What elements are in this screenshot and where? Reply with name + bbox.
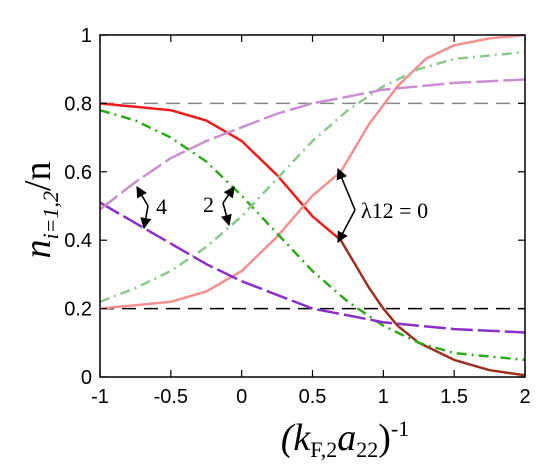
- annotation-lambda-label: λ12 = 0: [361, 198, 428, 223]
- axis-ticks: [99, 34, 526, 378]
- annotation-lambda: λ12 = 0: [336, 167, 428, 243]
- x-tick-label: 1.5: [440, 386, 468, 408]
- series-line-1: [339, 239, 525, 377]
- annotation-lambda-arrow-up: [336, 167, 356, 211]
- annotation-4-label: 4: [156, 194, 167, 219]
- x-axis-title-close: ): [378, 417, 391, 459]
- series-line-5: [100, 201, 525, 334]
- x-tick-label: -0.5: [154, 386, 188, 408]
- x-tick-label: 2: [519, 386, 530, 408]
- y-tick-label: 0.2: [64, 299, 92, 321]
- y-axis-title: ni=1,2/n: [17, 161, 63, 258]
- y-tick-label: 0.6: [64, 162, 92, 184]
- annotation-2-arrow-down: [220, 202, 232, 227]
- y-tick-label: 0.8: [64, 93, 92, 115]
- y-axis-title-tail: /n: [17, 161, 59, 191]
- series-line-0: [100, 102, 342, 242]
- series-line-6: [100, 78, 525, 211]
- y-axis-title-main: n: [17, 240, 59, 259]
- y-tick-label: 1: [81, 25, 92, 47]
- series-line-4: [100, 50, 525, 303]
- annotation-2: 2: [203, 186, 235, 227]
- x-axis-title-sub1: F,2: [310, 437, 337, 462]
- annotation-lambda-arrow-down: [337, 209, 356, 243]
- axis-tick-labels: -1 -0.5 0 0.5 1 1.5 2 0 0.2 0.4 0.6 0.8 1: [64, 25, 530, 408]
- y-tick-label: 0: [81, 367, 92, 389]
- y-axis-title-sub: i=1,2: [38, 191, 63, 239]
- annotation-2-label: 2: [203, 192, 214, 217]
- annotation-4-arrow-down: [140, 205, 152, 230]
- x-axis-title: (kF,2a22)-1: [281, 416, 410, 462]
- series-line-3: [100, 108, 525, 362]
- x-tick-label: 0: [236, 386, 247, 408]
- series-layer: [100, 35, 525, 377]
- x-axis-title-open: (k: [281, 417, 312, 459]
- x-axis-title-sub2: 22: [356, 437, 378, 462]
- x-axis-title-sup: -1: [391, 416, 409, 441]
- x-tick-label: 1: [378, 386, 389, 408]
- y-tick-label: 0.4: [64, 230, 92, 252]
- series-line-2: [100, 35, 525, 310]
- x-axis-title-mid: a: [337, 417, 356, 459]
- x-tick-label: 0.5: [299, 386, 327, 408]
- annotation-4-arrow-up: [136, 186, 149, 207]
- reference-lines: [100, 102, 525, 310]
- annotation-4: 4: [136, 186, 167, 230]
- x-tick-label: -1: [91, 386, 109, 408]
- annotation-2-arrow-up: [222, 186, 235, 204]
